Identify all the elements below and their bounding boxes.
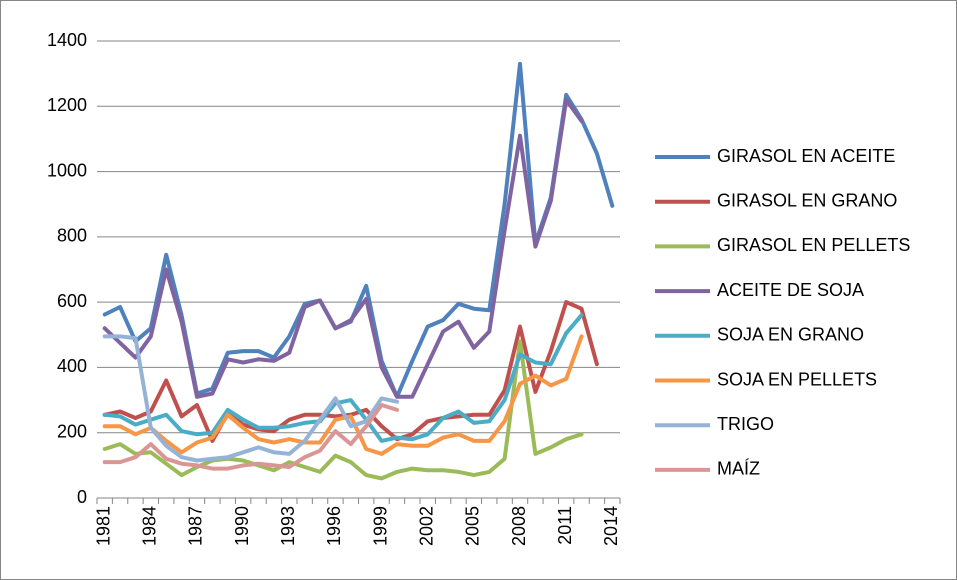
- y-tick-label: 1400: [47, 30, 87, 50]
- x-tick-label: 2002: [416, 506, 436, 546]
- legend-label: GIRASOL EN PELLETS: [717, 235, 910, 255]
- y-tick-label: 1000: [47, 160, 87, 180]
- x-tick-label: 1987: [186, 506, 206, 546]
- y-tick-label: 400: [57, 356, 87, 376]
- y-tick-label: 0: [77, 487, 87, 507]
- legend-label: GIRASOL EN GRANO: [717, 190, 897, 210]
- x-tick-label: 1999: [370, 506, 390, 546]
- x-tick-label: 2014: [601, 506, 621, 546]
- legend-label: SOJA EN GRANO: [717, 325, 864, 345]
- x-tick-label: 1990: [232, 506, 252, 546]
- x-tick-label: 2008: [509, 506, 529, 546]
- legend-label: SOJA EN PELLETS: [717, 369, 877, 389]
- y-tick-label: 200: [57, 421, 87, 441]
- x-tick-label: 1984: [140, 506, 160, 546]
- y-tick-label: 800: [57, 226, 87, 246]
- legend-label: GIRASOL EN ACEITE: [717, 146, 895, 166]
- y-tick-label: 1200: [47, 95, 87, 115]
- series-line: [102, 334, 399, 463]
- x-tick-label: 2011: [555, 506, 575, 545]
- x-tick-label: 1996: [324, 506, 344, 546]
- y-tick-label: 600: [57, 291, 87, 311]
- series-line: [102, 334, 584, 456]
- legend-label: TRIGO: [717, 414, 774, 434]
- series-line: [102, 403, 399, 471]
- x-tick-label: 1981: [93, 506, 113, 546]
- series-line: [102, 97, 584, 399]
- x-tick-label: 2005: [463, 506, 483, 546]
- legend-label: MAÍZ: [717, 459, 760, 479]
- x-tick-label: 1993: [278, 506, 298, 546]
- series-line: [102, 313, 584, 443]
- legend-label: ACEITE DE SOJA: [717, 280, 864, 300]
- series-line: [102, 339, 584, 481]
